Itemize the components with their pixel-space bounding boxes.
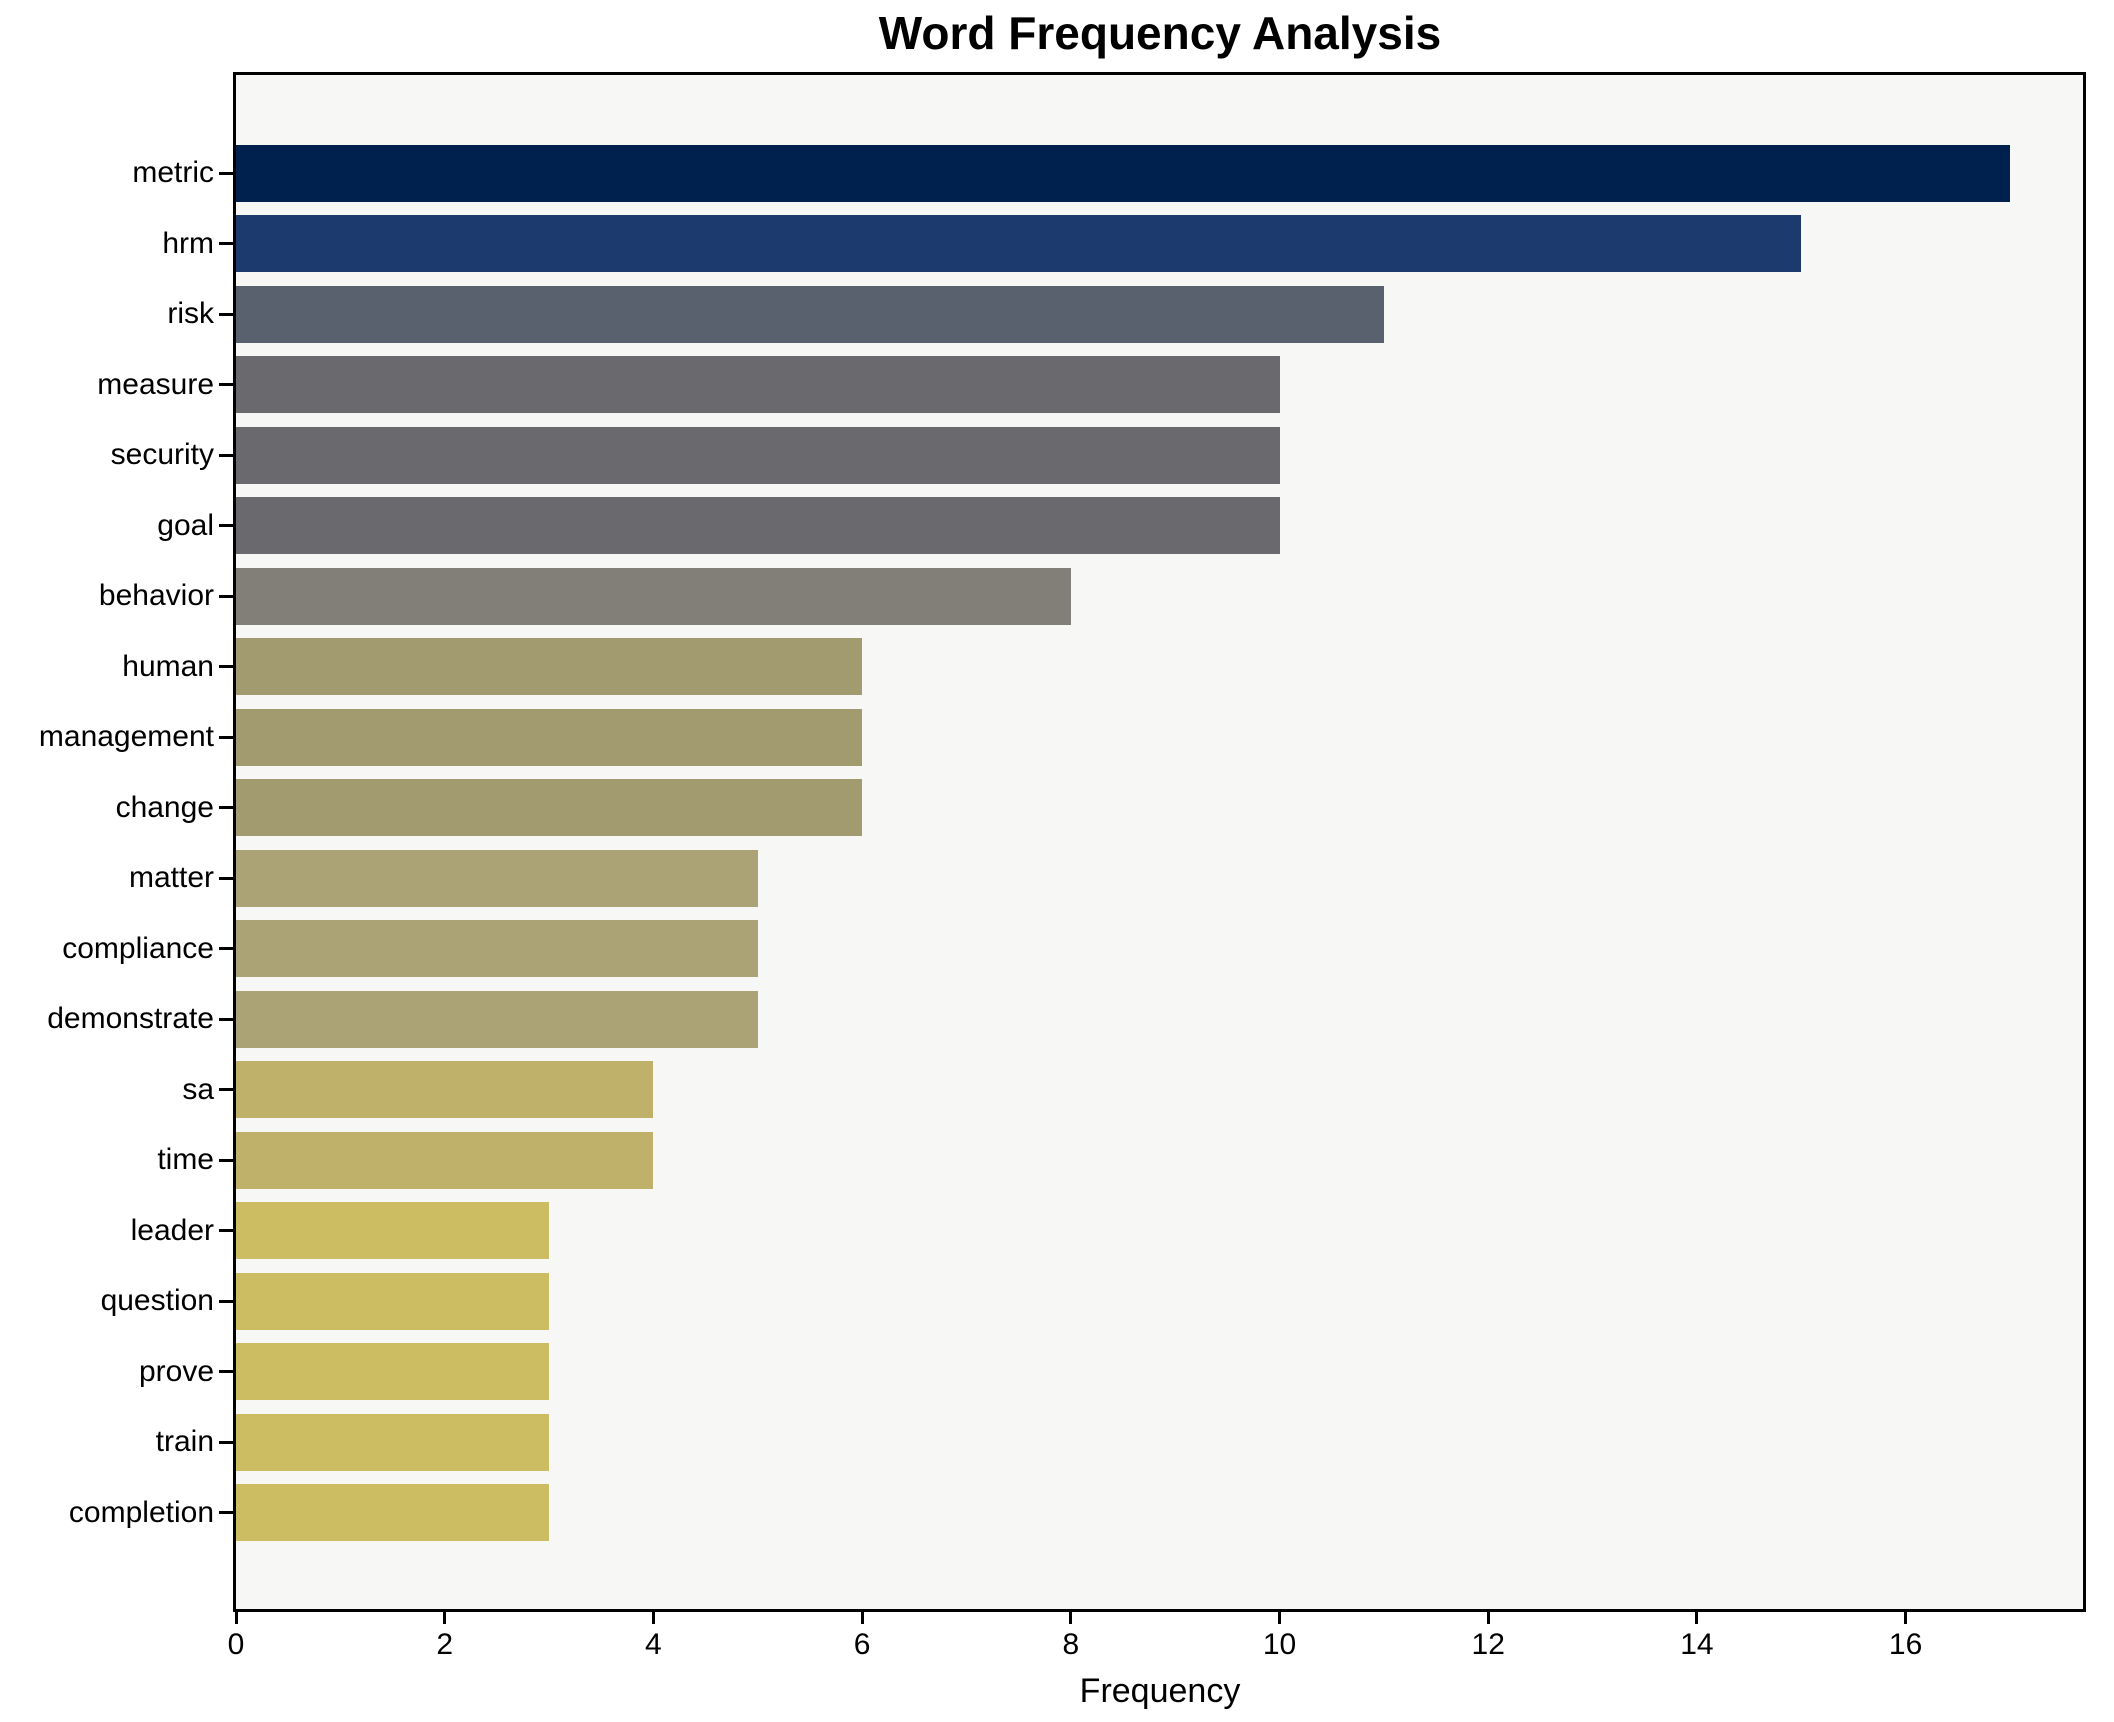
bar-behavior: [236, 567, 1071, 625]
x-tick-label-10: 10: [1262, 1628, 1297, 1661]
bar-prove: [236, 1343, 550, 1400]
chart-title: Word Frequency Analysis: [878, 7, 1442, 59]
x-tick-12: [1486, 1612, 1490, 1624]
bar-measure: [236, 356, 1280, 413]
bar-compliance: [236, 920, 758, 977]
y-tick-compliance: [219, 947, 233, 950]
x-tick-10: [1278, 1612, 1281, 1624]
y-tick-label-hrm: hrm: [162, 226, 214, 260]
x-tick-4: [651, 1612, 655, 1624]
y-tick-change: [219, 806, 233, 809]
y-tick-label-measure: measure: [97, 367, 214, 401]
y-tick-human: [219, 665, 233, 668]
y-tick-prove: [219, 1370, 233, 1373]
y-tick-sa: [219, 1088, 233, 1091]
bar-risk: [236, 285, 1384, 343]
y-tick-label-question: question: [100, 1284, 214, 1317]
bar-question: [236, 1272, 550, 1330]
x-tick-16: [1904, 1612, 1908, 1624]
y-tick-label-demonstrate: demonstrate: [47, 1002, 214, 1035]
x-tick-label-12: 12: [1471, 1628, 1505, 1661]
x-tick-6: [860, 1612, 864, 1624]
x-tick-label-0: 0: [227, 1628, 245, 1661]
x-tick-2: [443, 1612, 447, 1624]
y-tick-label-train: train: [155, 1425, 214, 1458]
y-tick-label-human: human: [122, 649, 214, 683]
y-tick-hrm: [219, 242, 233, 245]
bar-change: [236, 779, 863, 836]
bar-train: [236, 1413, 550, 1471]
bar-sa: [236, 1061, 654, 1118]
y-tick-label-metric: metric: [132, 156, 214, 189]
x-tick-label-2: 2: [436, 1628, 454, 1661]
y-tick-label-completion: completion: [68, 1495, 214, 1529]
y-tick-management: [219, 735, 233, 739]
y-tick-label-time: time: [157, 1143, 214, 1176]
y-tick-completion: [219, 1511, 233, 1514]
x-tick-label-8: 8: [1062, 1628, 1080, 1661]
bar-metric: [236, 144, 2010, 202]
y-tick-train: [219, 1440, 233, 1444]
y-tick-label-prove: prove: [138, 1354, 214, 1388]
y-tick-leader: [219, 1229, 233, 1232]
bar-hrm: [236, 215, 1802, 272]
x-tick-label-14: 14: [1680, 1628, 1714, 1661]
bar-time: [236, 1131, 654, 1189]
y-tick-label-management: management: [38, 720, 214, 753]
y-tick-label-compliance: compliance: [62, 931, 214, 965]
bar-completion: [236, 1484, 550, 1541]
y-tick-security: [219, 453, 233, 457]
x-tick-0: [234, 1612, 238, 1624]
bar-demonstrate: [236, 990, 758, 1048]
y-tick-question: [219, 1299, 233, 1303]
x-tick-label-16: 16: [1888, 1628, 1923, 1661]
y-tick-matter: [219, 876, 233, 880]
y-tick-label-risk: risk: [167, 297, 214, 330]
y-tick-label-leader: leader: [130, 1213, 214, 1247]
bar-management: [236, 708, 863, 766]
y-tick-demonstrate: [219, 1017, 233, 1021]
y-tick-measure: [219, 383, 233, 386]
y-tick-goal: [219, 524, 233, 527]
y-tick-label-sa: sa: [182, 1072, 214, 1106]
y-tick-label-behavior: behavior: [98, 579, 214, 612]
y-tick-label-change: change: [115, 790, 214, 824]
plot-area: [233, 72, 2086, 1612]
y-tick-metric: [219, 171, 233, 175]
y-tick-risk: [219, 312, 233, 316]
y-tick-time: [219, 1158, 233, 1162]
y-tick-label-goal: goal: [157, 508, 214, 542]
y-tick-label-security: security: [110, 438, 214, 471]
x-tick-label-4: 4: [645, 1628, 662, 1661]
bar-goal: [236, 497, 1280, 554]
x-tick-label-6: 6: [853, 1628, 871, 1661]
bar-human: [236, 638, 863, 695]
y-tick-label-matter: matter: [128, 861, 214, 894]
bar-security: [236, 426, 1280, 484]
bar-matter: [236, 849, 758, 907]
x-axis-label: Frequency: [1079, 1672, 1241, 1710]
x-tick-8: [1069, 1612, 1073, 1624]
bar-leader: [236, 1202, 550, 1259]
x-tick-14: [1695, 1612, 1699, 1624]
y-tick-behavior: [219, 594, 233, 598]
